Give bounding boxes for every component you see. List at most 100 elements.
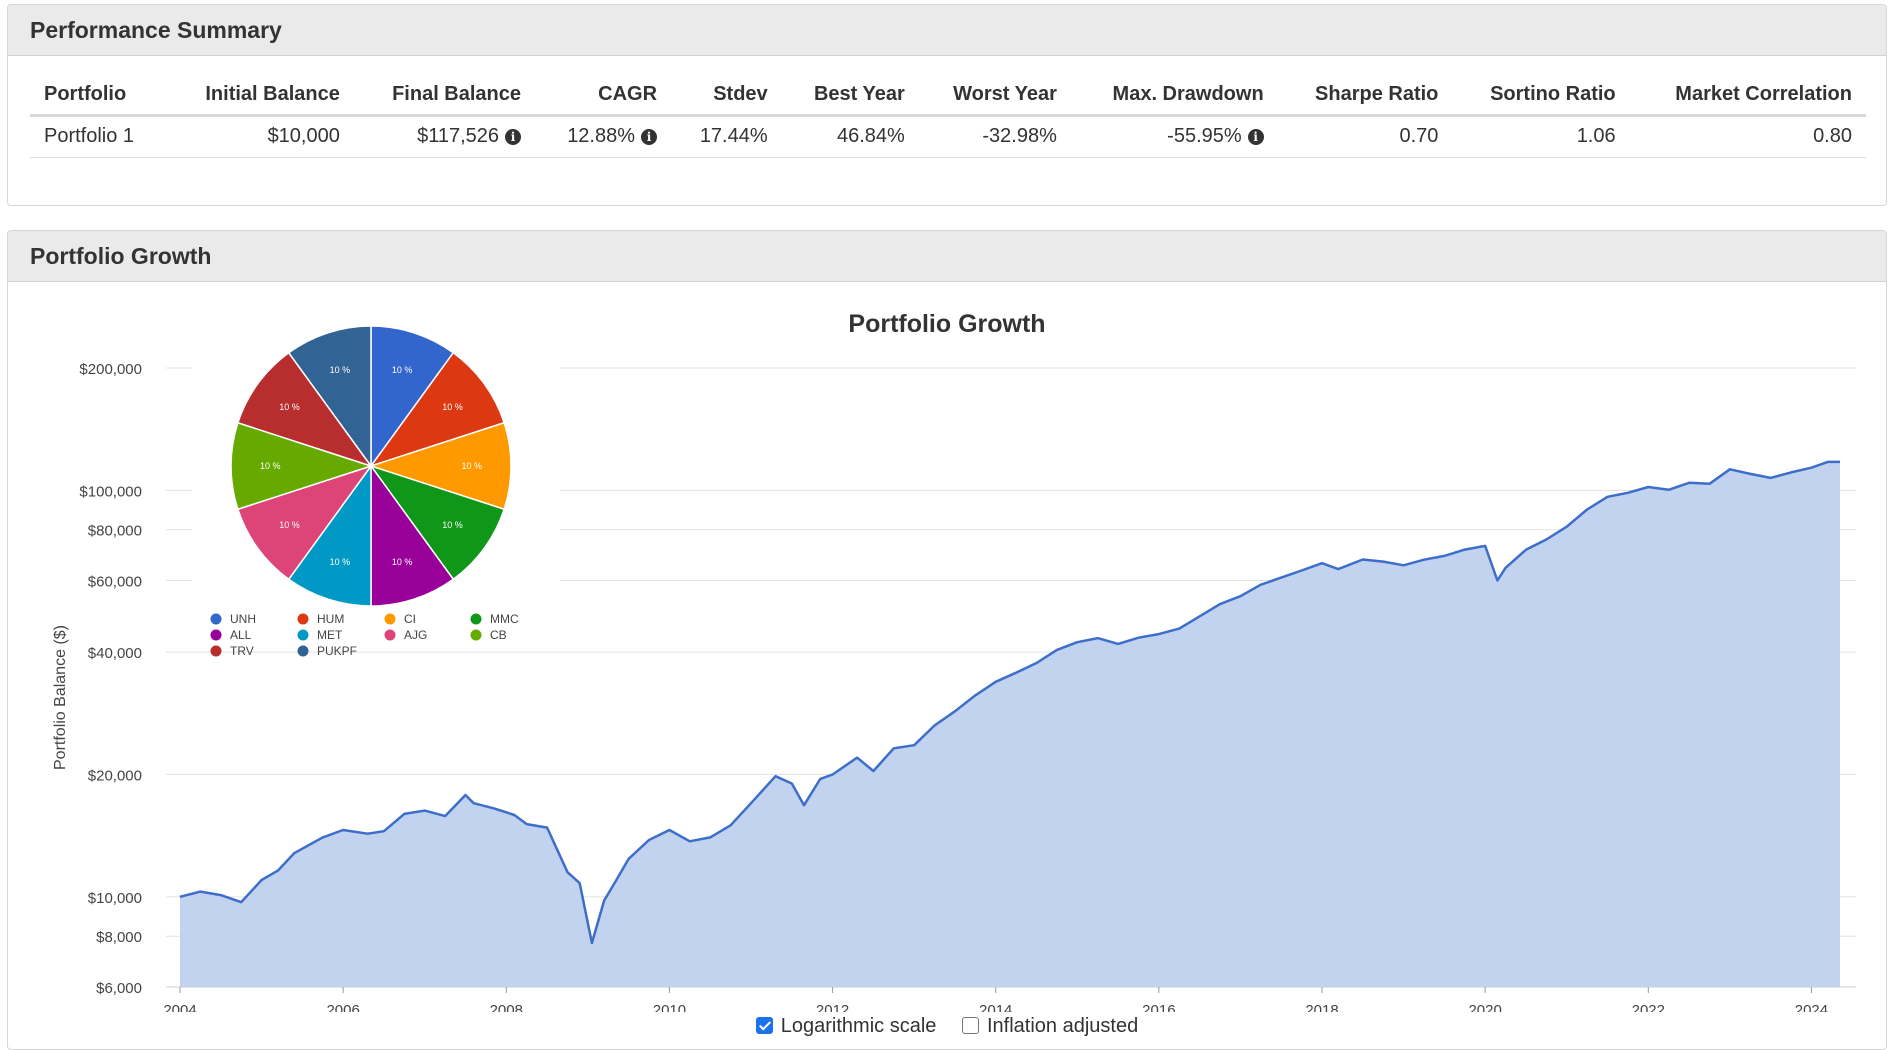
- pie-slice-met: [287, 463, 372, 607]
- legend-label-mmc: MMC: [490, 612, 519, 626]
- legend-label-ci: CI: [404, 612, 416, 626]
- legend-marker-pukpf: [297, 645, 309, 657]
- log-scale-checkbox[interactable]: [755, 1017, 773, 1034]
- series-line: [179, 460, 1840, 945]
- x-tick-label: 2010: [653, 1002, 686, 1012]
- legend-marker-trv: [210, 645, 222, 657]
- info-circle-icon[interactable]: i: [505, 129, 522, 145]
- legend-label-cb: CB: [490, 628, 507, 642]
- legend-label-all: ALL: [230, 628, 252, 642]
- portfolio-growth-panel: Portfolio Growth Portfolio Growth $6,000 $…: [7, 230, 1887, 1050]
- col-max-drawdown: Max. Drawdown: [1070, 83, 1278, 117]
- x-tick-label: 2012: [816, 1002, 849, 1012]
- col-stdev: Stdev: [671, 83, 782, 117]
- legend-label-pukpf: PUKPF: [317, 644, 357, 658]
- pie-slice-mmc: [369, 464, 506, 581]
- col-best-year: Best Year: [781, 83, 919, 117]
- pie-slice-ajg: [236, 464, 373, 581]
- pie-slice-pukpf: [287, 325, 372, 469]
- cell-initial-balance: $10,000: [166, 115, 354, 158]
- log-scale-toggle[interactable]: Logarithmic scale: [755, 1015, 937, 1038]
- info-circle-icon[interactable]: i: [1247, 129, 1264, 145]
- portfolio-growth-chart: Portfolio Growth $6,000 $8,000 $10,000 $20,0…: [52, 310, 1856, 1012]
- inflation-checkbox[interactable]: [961, 1017, 979, 1034]
- legend-marker-ci: [384, 613, 396, 625]
- col-portfolio: Portfolio: [30, 83, 167, 117]
- pie-slice-ci: [368, 421, 512, 511]
- pie-slice-cb: [230, 421, 374, 511]
- pie-slice-label: 10 %: [442, 402, 463, 412]
- cell-market-correlation: 0.80: [1629, 115, 1866, 158]
- x-tick-label: 2016: [1142, 1002, 1175, 1012]
- y-tick-label: $100,000: [79, 483, 142, 500]
- legend-label-trv: TRV: [230, 644, 254, 658]
- col-market-correlation: Market Correlation: [1629, 83, 1866, 117]
- pie-slice-label: 10 %: [462, 461, 483, 471]
- x-tick-label: 2020: [1468, 1002, 1501, 1012]
- performance-summary-panel: Performance Summary Portfolio Initial Ba…: [7, 4, 1887, 206]
- cell-sortino-ratio: 1.06: [1452, 115, 1630, 158]
- pie-slice-all: [370, 463, 455, 607]
- x-tick-label: 2006: [326, 1002, 359, 1012]
- x-tick-label: 2018: [1305, 1002, 1338, 1012]
- max-drawdown-value: -55.95%: [1167, 125, 1242, 147]
- chart-options: Logarithmic scale Inflation adjusted: [8, 1015, 1886, 1038]
- pie-slice-label: 10 %: [392, 365, 413, 375]
- cell-final-balance: $117,526 i: [353, 115, 536, 158]
- inflation-toggle[interactable]: Inflation adjusted: [961, 1015, 1139, 1038]
- pie-slice-label: 10 %: [392, 557, 413, 567]
- series-area: [180, 461, 1840, 987]
- final-balance-value: $117,526: [417, 125, 500, 147]
- pie-slice-label: 10 %: [330, 365, 351, 375]
- pie-slice-label: 10 %: [260, 461, 281, 471]
- pie-slice-label: 10 %: [279, 402, 300, 412]
- portfolio-growth-heading: Portfolio Growth: [8, 231, 1886, 282]
- col-sharpe-ratio: Sharpe Ratio: [1277, 83, 1453, 117]
- legend-label-ajg: AJG: [404, 628, 427, 642]
- pie-slice-label: 10 %: [279, 520, 300, 530]
- legend-marker-cb: [470, 629, 482, 641]
- legend-label-unh: UNH: [230, 612, 256, 626]
- y-axis-label: Portfolio Balance ($): [52, 625, 69, 770]
- y-tick-label: $10,000: [88, 890, 142, 907]
- legend-marker-unh: [210, 613, 222, 625]
- y-tick-label: $6,000: [96, 980, 142, 997]
- cagr-value: 12.88%: [567, 125, 636, 147]
- table-row: Portfolio 1 $10,000 $117,526 i 12.88% i 17…: [30, 115, 1866, 158]
- pie-slice-trv: [236, 351, 373, 468]
- pie-slice-label: 10 %: [442, 520, 463, 530]
- x-tick-label: 2014: [979, 1002, 1012, 1012]
- x-tick-label: 2022: [1632, 1002, 1665, 1012]
- cell-cagr: 12.88% i: [535, 115, 672, 158]
- log-scale-label: Logarithmic scale: [780, 1015, 937, 1037]
- pie-slice-label: 10 %: [330, 557, 351, 567]
- legend-label-met: MET: [317, 628, 343, 642]
- x-tick-label: 2008: [490, 1002, 523, 1012]
- y-tick-label: $20,000: [88, 767, 142, 784]
- col-final-balance: Final Balance: [353, 83, 536, 117]
- cell-best-year: 46.84%: [781, 115, 919, 158]
- performance-table: Portfolio Initial Balance Final Balance …: [30, 83, 1866, 158]
- chart-title: Portfolio Growth: [848, 310, 1045, 338]
- y-tick-label: $200,000: [79, 361, 142, 378]
- cell-max-drawdown: -55.95% i: [1070, 115, 1278, 158]
- y-tick-label: $8,000: [96, 929, 142, 946]
- pie-slice-hum: [369, 351, 506, 468]
- cell-sharpe-ratio: 0.70: [1277, 115, 1453, 158]
- legend-marker-met: [297, 629, 309, 641]
- y-tick-label: $80,000: [88, 523, 142, 540]
- inflation-label: Inflation adjusted: [986, 1015, 1139, 1037]
- legend-marker-ajg: [384, 629, 396, 641]
- info-circle-icon[interactable]: i: [641, 129, 658, 145]
- cell-stdev: 17.44%: [671, 115, 782, 158]
- legend-label-hum: HUM: [317, 612, 344, 626]
- legend-marker-mmc: [470, 613, 482, 625]
- x-tick-label: 2024: [1795, 1002, 1828, 1012]
- legend-marker-hum: [297, 613, 309, 625]
- y-tick-label: $60,000: [88, 574, 142, 591]
- table-header-row: Portfolio Initial Balance Final Balance …: [30, 83, 1866, 117]
- x-tick-label: 2004: [163, 1002, 196, 1012]
- col-worst-year: Worst Year: [918, 83, 1071, 117]
- col-sortino-ratio: Sortino Ratio: [1452, 83, 1630, 117]
- cell-worst-year: -32.98%: [918, 115, 1071, 158]
